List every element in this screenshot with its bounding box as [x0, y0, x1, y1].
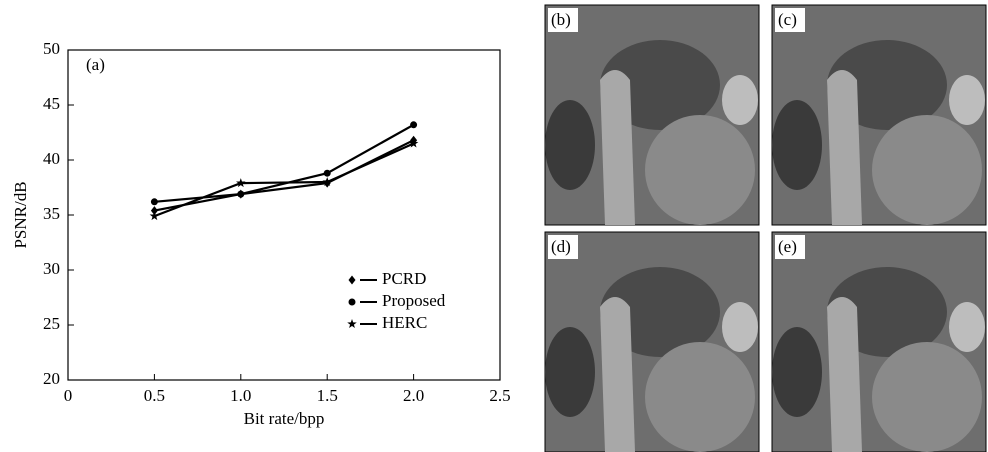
- pepper: [827, 70, 862, 225]
- pepper: [872, 342, 982, 452]
- marker: [322, 177, 332, 187]
- pepper: [772, 327, 822, 417]
- marker: [323, 169, 331, 177]
- x-tick-label: 1.0: [230, 386, 251, 405]
- y-tick-label: 30: [43, 259, 60, 278]
- x-tick-label: 0.5: [144, 386, 165, 405]
- pepper: [827, 297, 862, 452]
- y-tick-label: 25: [43, 314, 60, 333]
- pepper: [949, 302, 985, 352]
- legend-label: PCRD: [382, 269, 426, 288]
- pepper: [872, 115, 982, 225]
- plot-frame: [67, 49, 501, 381]
- series-line: [154, 123, 415, 203]
- pepper: [600, 70, 635, 225]
- pepper: [722, 302, 758, 352]
- y-tick-label: 20: [43, 369, 60, 388]
- pepper: [645, 342, 755, 452]
- pepper: [772, 100, 822, 190]
- panel-label: (e): [778, 237, 797, 256]
- series-line: [154, 139, 415, 212]
- pepper: [545, 327, 595, 417]
- marker: [348, 298, 356, 306]
- marker: [236, 178, 246, 188]
- series-line: [154, 142, 415, 218]
- legend-label: HERC: [382, 313, 427, 332]
- marker: [150, 206, 158, 216]
- panel-label-bg: [775, 235, 805, 259]
- panel-label-bg: [548, 8, 578, 32]
- panel-label: (b): [551, 10, 571, 29]
- marker: [150, 198, 158, 206]
- pepper: [545, 100, 595, 190]
- pepper: [949, 75, 985, 125]
- panel-label: (d): [551, 237, 571, 256]
- panel-label: (a): [86, 55, 105, 74]
- panel-label: (c): [778, 10, 797, 29]
- y-tick-label: 45: [43, 94, 60, 113]
- y-tick-label: 35: [43, 204, 60, 223]
- panel-label-bg: [548, 235, 578, 259]
- marker: [408, 138, 419, 148]
- x-tick-label: 0: [64, 386, 73, 405]
- pepper: [722, 75, 758, 125]
- image-panels: (b) (c) (d) (e): [544, 4, 987, 452]
- x-tick-label: 2.0: [403, 386, 424, 405]
- marker: [347, 319, 357, 329]
- marker: [237, 190, 245, 198]
- y-tick-label: 40: [43, 149, 60, 168]
- x-axis-title: Bit rate/bpp: [244, 409, 325, 428]
- marker: [410, 121, 418, 129]
- pepper: [645, 115, 755, 225]
- x-tick-label: 1.5: [317, 386, 338, 405]
- panel-label-bg: [775, 8, 805, 32]
- marker: [149, 211, 160, 221]
- pepper: [600, 297, 635, 452]
- y-axis-title: PSNR/dB: [11, 181, 30, 248]
- legend-label: Proposed: [382, 291, 446, 310]
- marker: [348, 275, 356, 285]
- y-tick-label: 50: [43, 39, 60, 58]
- x-tick-label: 2.5: [489, 386, 510, 405]
